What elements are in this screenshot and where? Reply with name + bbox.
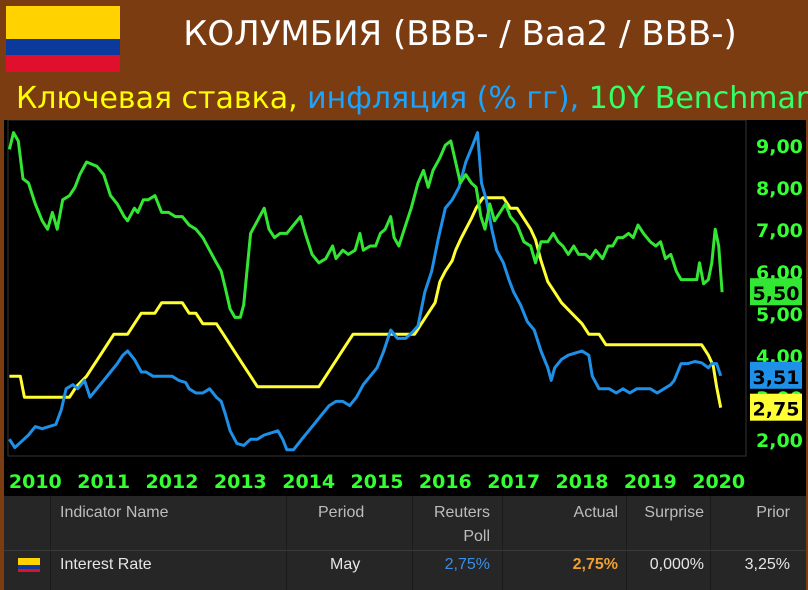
chart-subtitle: Ключевая ставка, инфляция (% гг), 10Y Be… — [0, 78, 808, 120]
x-tick-label: 2015 — [351, 471, 404, 493]
row-reuters-poll: 2,75% — [444, 556, 490, 573]
colombia-flag-icon — [6, 6, 120, 72]
y-tick-label: 9,00 — [756, 136, 803, 158]
column-divider — [50, 496, 51, 590]
page-title: КОЛУМБИЯ (BBB- / Baa2 / BBB-) — [183, 14, 737, 54]
last-value-label-1: 3,51 — [753, 367, 800, 389]
subtitle-key-rate: Ключевая ставка, — [16, 81, 308, 116]
row-prior: 3,25% — [744, 556, 790, 573]
column-divider — [412, 496, 413, 590]
chart: 2,003,004,005,006,007,008,009,0020102011… — [4, 120, 806, 496]
x-tick-label: 2010 — [9, 471, 62, 493]
x-tick-label: 2012 — [146, 471, 199, 493]
y-tick-label: 7,00 — [756, 220, 803, 242]
x-tick-label: 2016 — [419, 471, 472, 493]
x-tick-label: 2017 — [487, 471, 540, 493]
header-surprise[interactable]: Surprise — [644, 504, 704, 521]
header-indicator-name[interactable]: Indicator Name — [60, 504, 169, 521]
plot-area — [7, 120, 747, 457]
subtitle-inflation: инфляция (% гг), — [307, 81, 589, 116]
subtitle-benchmark: 10Y Benchmark — [588, 81, 808, 116]
last-value-badge-bg-0 — [750, 393, 802, 421]
header-actual[interactable]: Actual — [573, 504, 618, 521]
y-tick-label: 8,00 — [756, 178, 803, 200]
row-divider — [4, 550, 806, 551]
column-divider — [502, 496, 503, 590]
last-value-label-2: 5,50 — [753, 283, 800, 305]
colombia-flag-icon — [18, 558, 40, 572]
last-value-label-0: 2,75 — [753, 399, 800, 421]
column-divider — [286, 496, 287, 590]
x-tick-label: 2013 — [214, 471, 267, 493]
row-surprise: 0,000% — [649, 556, 704, 573]
series-line-2 — [7, 131, 724, 319]
last-value-badge-bg-2 — [750, 278, 802, 306]
x-tick-label: 2014 — [282, 471, 335, 493]
column-divider — [710, 496, 711, 590]
header-period[interactable]: Period — [318, 504, 365, 521]
indicator-table: Indicator Name Period Reuters Poll Actua… — [4, 496, 806, 590]
row-actual: 2,75% — [572, 556, 618, 573]
y-tick-label: 5,00 — [756, 304, 803, 326]
row-indicator-name[interactable]: Interest Rate — [60, 556, 152, 573]
header-prior[interactable]: Prior — [756, 504, 790, 521]
column-divider — [626, 496, 627, 590]
series-line-1 — [8, 131, 723, 452]
x-tick-label: 2011 — [77, 471, 130, 493]
y-tick-label: 2,00 — [756, 430, 803, 452]
last-value-badge-bg-1 — [750, 361, 802, 389]
chart-svg: 2,003,004,005,006,007,008,009,0020102011… — [7, 120, 803, 493]
row-period: May — [330, 556, 361, 573]
header: КОЛУМБИЯ (BBB- / Baa2 / BBB-) — [0, 0, 808, 78]
series-line-0 — [9, 196, 723, 408]
x-tick-label: 2018 — [556, 471, 609, 493]
x-tick-label: 2019 — [624, 471, 677, 493]
x-tick-label: 2020 — [692, 471, 745, 493]
header-reuters-poll-line1[interactable]: Reuters — [433, 504, 490, 521]
header-reuters-poll-line2[interactable]: Poll — [463, 528, 490, 545]
